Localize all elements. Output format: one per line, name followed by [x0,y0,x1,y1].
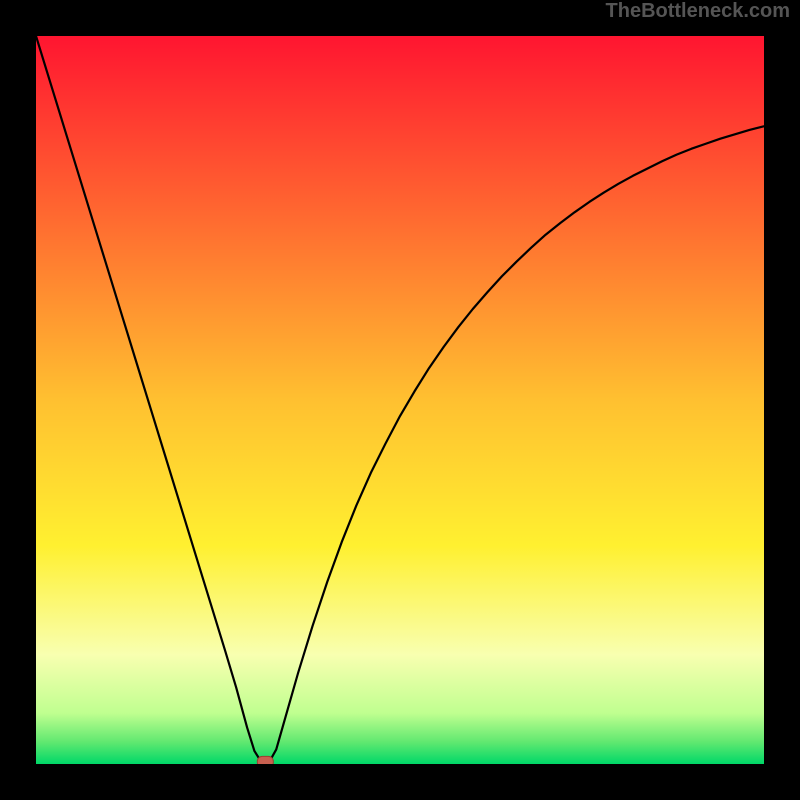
plot-background [36,36,764,764]
watermark-text: TheBottleneck.com [606,0,790,23]
bottleneck-chart [0,0,800,800]
chart-container: TheBottleneck.com [0,0,800,800]
